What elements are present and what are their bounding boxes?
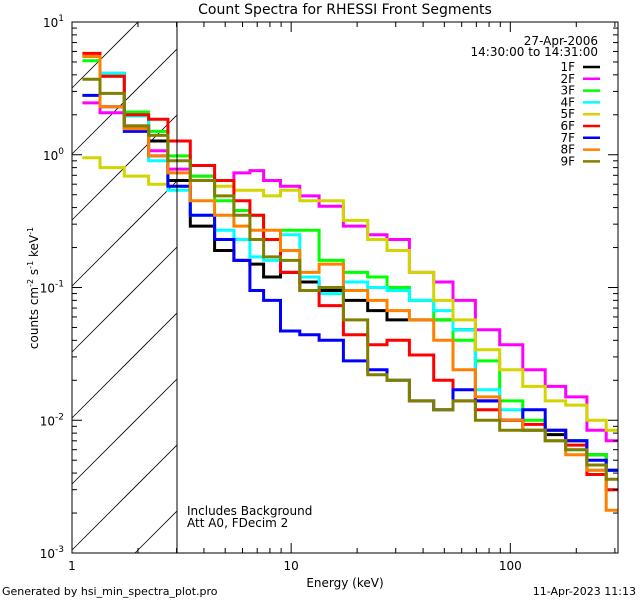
hatch-line — [71, 181, 177, 287]
time-range-label: 14:30:00 to 14:31:00 — [471, 45, 598, 59]
chart-title: Count Spectra for RHESSI Front Segments — [198, 2, 492, 18]
y-axis-label: counts cm-2 s-1 keV-1 — [26, 227, 41, 349]
y-tick-label: 10-1 — [40, 280, 64, 296]
legend-label-3f: 3F — [560, 84, 575, 98]
plot-frame — [71, 21, 619, 554]
x-tick-label: 10 — [284, 559, 299, 573]
y-tick-label: 101 — [43, 14, 64, 30]
annotation-background: Includes Background — [187, 504, 312, 518]
y-tick-label: 100 — [43, 147, 64, 163]
series-group — [82, 51, 618, 512]
legend-label-6f: 6F — [560, 119, 575, 133]
y-tick-label: 10-2 — [40, 412, 64, 428]
hatch-line — [71, 21, 139, 89]
hatch-line — [71, 445, 177, 551]
hatch-line — [71, 313, 177, 419]
hatch-line — [71, 247, 177, 353]
series-9f — [82, 77, 618, 481]
y-tick-label: 10-3 — [40, 545, 64, 561]
legend-label-7f: 7F — [560, 131, 575, 145]
legend-label-9f: 9F — [560, 154, 575, 168]
x-axis-label: Energy (keV) — [306, 576, 383, 590]
date-label: 27-Apr-2006 — [524, 34, 598, 48]
legend-label-5f: 5F — [560, 107, 575, 121]
annotation-attenuator: Att A0, FDecim 2 — [187, 516, 288, 530]
x-tick-label: 1 — [68, 559, 76, 573]
legend-label-8f: 8F — [560, 143, 575, 157]
legend-label-2f: 2F — [560, 72, 575, 86]
footer-timestamp: 11-Apr-2023 11:13 — [533, 585, 636, 598]
series-7f — [82, 93, 618, 472]
x-tick-label: 100 — [499, 559, 522, 573]
legend-label-1f: 1F — [560, 60, 575, 74]
footer-generated-by: Generated by hsi_min_spectra_plot.pro — [2, 585, 218, 598]
hatch-line — [134, 511, 177, 554]
hatch-line — [71, 379, 177, 485]
series-5f — [82, 156, 618, 432]
legend-label-4f: 4F — [560, 95, 575, 109]
